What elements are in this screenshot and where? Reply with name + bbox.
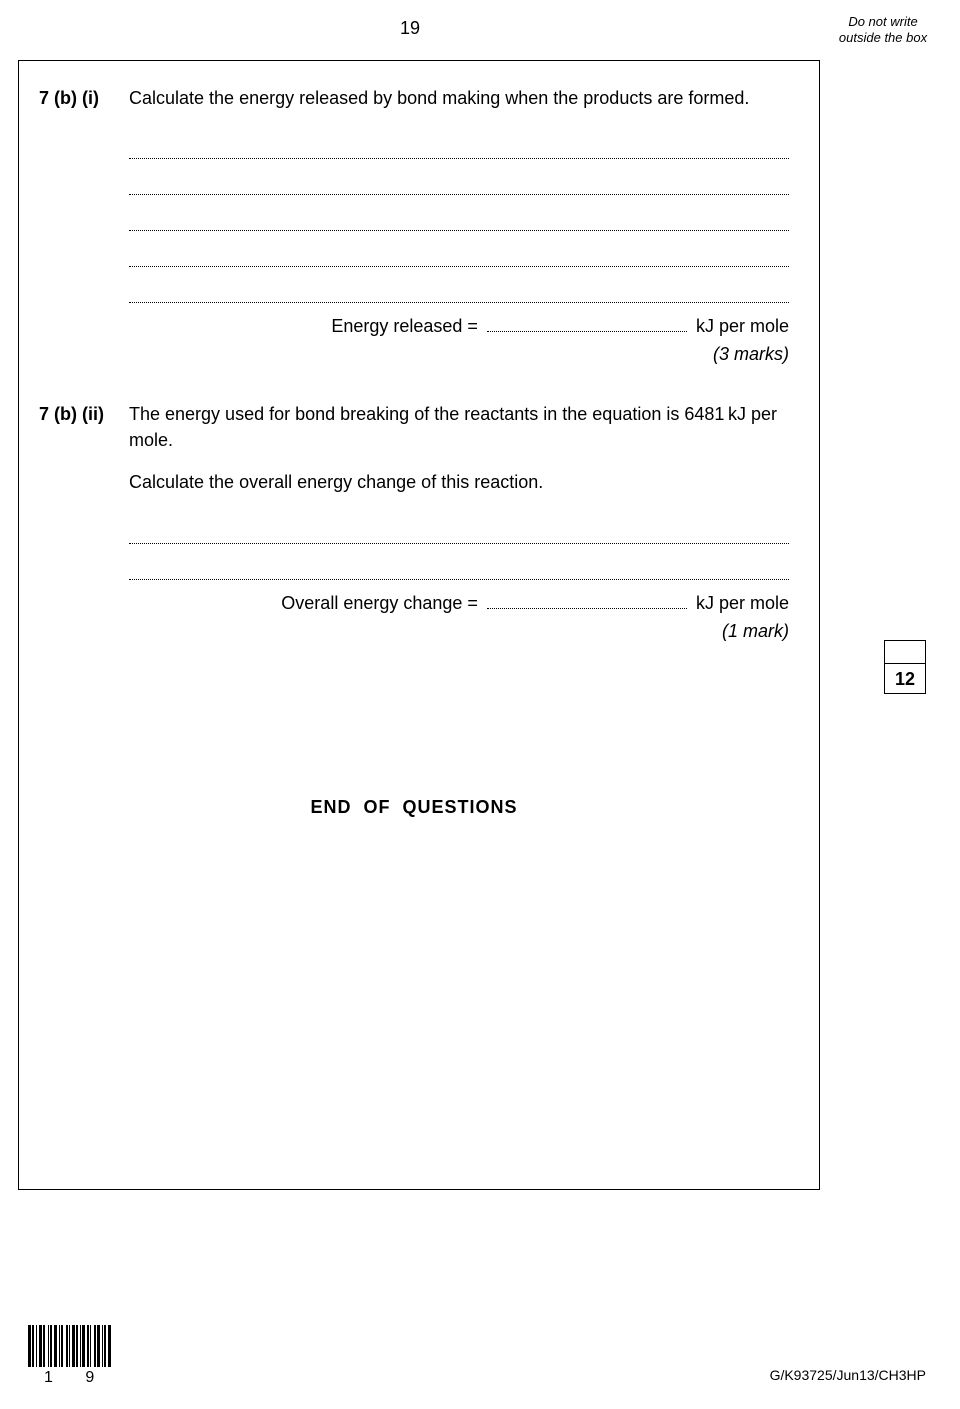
answer-prefix: Overall energy change = [281, 593, 478, 613]
question-label: 7 (b) (i) [39, 85, 129, 111]
question-text-a: The energy used for bond breaking of the… [129, 401, 789, 453]
marks-label: (3 marks) [129, 341, 789, 367]
margin-note: Do not write outside the box [828, 14, 938, 47]
page-number: 19 [0, 18, 820, 39]
answer-prompt: Overall energy change = kJ per mole [129, 590, 789, 616]
question-content-box: 7 (b) (i) Calculate the energy released … [18, 60, 820, 1190]
footer-barcode: 1 9 [28, 1325, 111, 1387]
answer-line [129, 237, 789, 267]
question-text: Calculate the energy released by bond ma… [129, 85, 789, 111]
answer-prefix: Energy released = [331, 316, 478, 336]
end-of-questions: END OF QUESTIONS [39, 794, 789, 820]
answer-line [129, 201, 789, 231]
question-7bi: 7 (b) (i) Calculate the energy released … [39, 85, 789, 367]
footer-document-code: G/K93725/Jun13/CH3HP [770, 1367, 926, 1383]
barcode-digits: 1 9 [28, 1369, 111, 1387]
answer-line [129, 514, 789, 544]
answer-unit: kJ per mole [696, 316, 789, 336]
answer-prompt: Energy released = kJ per mole [129, 313, 789, 339]
barcode-icon [28, 1325, 111, 1367]
question-7bii: 7 (b) (ii) The energy used for bond brea… [39, 401, 789, 643]
marks-box-value: 12 [884, 664, 926, 694]
answer-unit: kJ per mole [696, 593, 789, 613]
marks-total-box: 12 [884, 640, 926, 694]
answer-line [129, 129, 789, 159]
answer-line [129, 165, 789, 195]
answer-line [129, 273, 789, 303]
question-text-b: Calculate the overall energy change of t… [129, 469, 789, 495]
exam-page: 19 Do not write outside the box 7 (b) (i… [0, 0, 960, 1409]
answer-line [129, 550, 789, 580]
question-label: 7 (b) (ii) [39, 401, 129, 427]
answer-blank [487, 320, 687, 332]
answer-blank [487, 597, 687, 609]
marks-label: (1 mark) [129, 618, 789, 644]
marks-box-top [884, 640, 926, 664]
